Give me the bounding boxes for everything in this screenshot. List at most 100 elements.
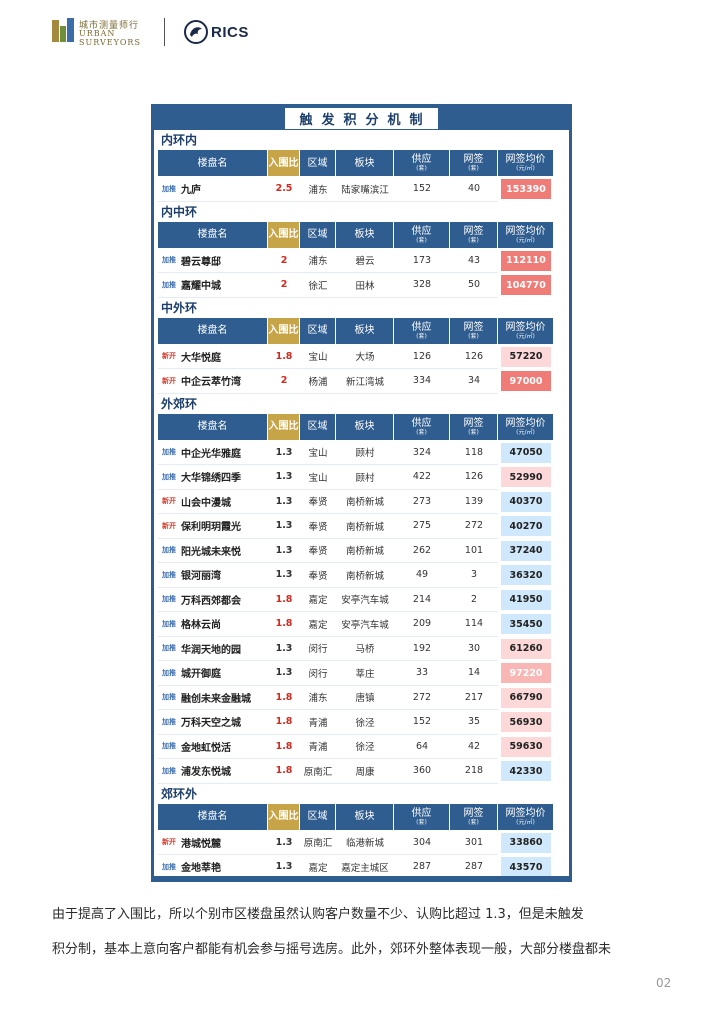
- launch-type-tag: 新开: [162, 838, 176, 847]
- launch-type-tag: 加推: [162, 742, 176, 751]
- signed-cell: 217: [450, 686, 498, 710]
- column-header-label: 板块: [354, 325, 375, 336]
- supply-cell: 275: [394, 514, 450, 539]
- rics-lion-icon: [184, 20, 208, 44]
- launch-type-tag: 加推: [162, 619, 176, 628]
- block-cell: 大场: [336, 345, 394, 369]
- project-name: 中企光华雅庭: [181, 448, 241, 460]
- signed-cell: 287: [450, 855, 498, 876]
- block-cell: 顾村: [336, 465, 394, 490]
- block-cell: 马桥: [336, 637, 394, 661]
- table-row: 加推 融创未来金融城 1.8 浦东 唐镇 272 217 66790: [158, 686, 565, 710]
- district-cell: 浦东: [300, 177, 336, 202]
- supply-cell: 360: [394, 759, 450, 784]
- block-cell: 陆家嘴滨江: [336, 177, 394, 202]
- supply-cell: 209: [394, 612, 450, 637]
- column-header-unit: (套): [416, 428, 427, 436]
- table-row: 加推 银河丽湾 1.3 奉贤 南桥新城 49 3 36320: [158, 563, 565, 588]
- table-row: 加推 华润天地的园 1.3 闵行 马桥 192 30 61260: [158, 637, 565, 661]
- column-header-unit: (元/㎡): [516, 818, 535, 826]
- column-header-label: 入围比: [268, 229, 299, 240]
- table-row: 加推 阳光城未来悦 1.3 奉贤 南桥新城 262 101 37240: [158, 539, 565, 563]
- launch-type-tag: 新开: [162, 497, 176, 506]
- column-header: 区域: [300, 221, 336, 249]
- project-name: 万科天空之城: [181, 718, 241, 730]
- column-header: 板块: [336, 413, 394, 441]
- column-header-unit: (套): [416, 332, 427, 340]
- supply-cell: 273: [394, 490, 450, 514]
- column-header-label: 板块: [354, 421, 375, 432]
- block-cell: 安亭汽车城: [336, 612, 394, 637]
- project-name-cell: 加推 万科西郊都会: [158, 588, 268, 612]
- price-cell: 97000: [501, 371, 551, 391]
- price-cell: 104770: [501, 275, 551, 295]
- logo-mark-icon: [52, 18, 74, 42]
- column-header-label: 楼盘名: [197, 421, 228, 432]
- launch-type-tag: 加推: [162, 693, 176, 702]
- ratio-cell: 2: [268, 249, 300, 273]
- block-cell: 南桥新城: [336, 514, 394, 539]
- ratio-cell: 1.3: [268, 465, 300, 490]
- project-name: 华润天地的园: [181, 644, 241, 656]
- column-header: 网签均价 (元/㎡): [498, 221, 554, 249]
- column-header-unit: (元/㎡): [516, 236, 535, 244]
- column-header: 楼盘名: [158, 317, 268, 345]
- signed-cell: 126: [450, 465, 498, 490]
- launch-type-tag: 加推: [162, 472, 176, 481]
- district-cell: 宝山: [300, 441, 336, 465]
- district-cell: 奉贤: [300, 490, 336, 514]
- table-header-row: 楼盘名 入围比 区域 板块 供应 (套) 网签 (套) 网签均价 (元/㎡): [158, 317, 565, 345]
- column-header-label: 区域: [307, 421, 328, 432]
- column-header: 网签均价 (元/㎡): [498, 317, 554, 345]
- project-name: 阳光城未来悦: [181, 546, 241, 558]
- column-header-label: 网签: [463, 417, 484, 429]
- column-header: 入围比: [268, 803, 300, 831]
- signed-cell: 40: [450, 177, 498, 202]
- project-name-cell: 加推 九庐: [158, 177, 268, 202]
- district-cell: 嘉定: [300, 855, 336, 876]
- project-name: 山会中漫城: [181, 497, 231, 509]
- signed-cell: 101: [450, 539, 498, 563]
- district-cell: 闵行: [300, 661, 336, 686]
- price-cell: 66790: [501, 687, 551, 708]
- ratio-cell: 1.8: [268, 588, 300, 612]
- project-name-cell: 加推 金地莘艳: [158, 855, 268, 876]
- column-header-label: 入围比: [268, 325, 299, 336]
- project-name-cell: 加推 浦发东悦城: [158, 759, 268, 784]
- block-cell: 莘庄: [336, 661, 394, 686]
- column-header: 供应 (套): [394, 803, 450, 831]
- column-header: 入围比: [268, 413, 300, 441]
- signed-cell: 2: [450, 588, 498, 612]
- supply-cell: 33: [394, 661, 450, 686]
- project-name: 万科西郊都会: [181, 595, 241, 607]
- column-header-unit: (元/㎡): [516, 428, 535, 436]
- project-name: 保利明玥霞光: [181, 522, 241, 534]
- price-cell: 43570: [501, 857, 551, 876]
- column-header-label: 供应: [411, 807, 432, 819]
- block-cell: 临港新城: [336, 831, 394, 855]
- column-header: 网签均价 (元/㎡): [498, 413, 554, 441]
- district-cell: 原南汇: [300, 759, 336, 784]
- column-header: 入围比: [268, 221, 300, 249]
- project-name-cell: 加推 金地虹悦活: [158, 735, 268, 759]
- project-name: 大华悦庭: [181, 352, 221, 364]
- signed-cell: 218: [450, 759, 498, 784]
- supply-cell: 64: [394, 735, 450, 759]
- logo-en-line-1: URBAN: [79, 29, 116, 38]
- column-header-label: 入围比: [268, 421, 299, 432]
- column-header-label: 网签均价: [505, 321, 546, 333]
- district-cell: 奉贤: [300, 539, 336, 563]
- column-header: 楼盘名: [158, 803, 268, 831]
- district-cell: 原南汇: [300, 831, 336, 855]
- column-header-unit: (套): [416, 236, 427, 244]
- ratio-cell: 1.3: [268, 539, 300, 563]
- project-name-cell: 新开 保利明玥霞光: [158, 514, 268, 539]
- price-cell: 153390: [501, 179, 551, 199]
- block-cell: 顾村: [336, 441, 394, 465]
- table-title: 触发积分机制: [285, 107, 438, 129]
- launch-type-tag: 加推: [162, 570, 176, 579]
- supply-cell: 334: [394, 369, 450, 394]
- column-header-unit: (元/㎡): [516, 165, 535, 172]
- paragraph-line-2: 积分制，基本上意向客户都能有机会参与摇号选房。此外，郊环外整体表现一般，大部分楼…: [52, 942, 612, 957]
- supply-cell: 422: [394, 465, 450, 490]
